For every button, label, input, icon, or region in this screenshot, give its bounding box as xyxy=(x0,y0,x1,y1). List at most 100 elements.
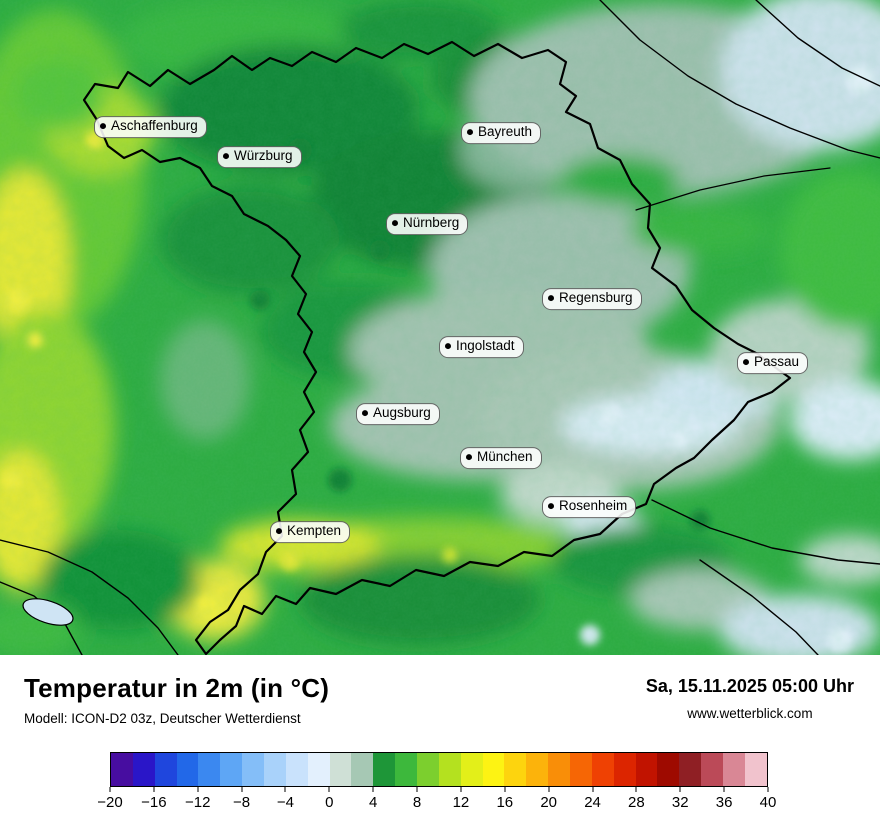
temperature-legend: −20 −16 −12 −8 −4 0 4 8 12 16 20 24 28 32 36 40 xyxy=(97,752,776,813)
city-dot xyxy=(467,129,473,136)
colorbar-cell xyxy=(220,753,243,786)
colorbar-cell xyxy=(635,753,658,786)
neighbor-border-ne-3 xyxy=(635,167,831,211)
tick-label: 32 xyxy=(671,794,689,811)
city-label: Kempten xyxy=(287,523,342,539)
city-label: Rosenheim xyxy=(559,498,628,514)
tick-mark xyxy=(767,787,769,792)
city-marker: München xyxy=(460,447,542,469)
colorbar-cell xyxy=(570,753,592,786)
colorbar-cell xyxy=(351,753,374,786)
tick-mark xyxy=(504,787,506,792)
tick-label: 16 xyxy=(496,794,514,811)
colorbar-cell xyxy=(111,753,133,786)
colorbar-cell xyxy=(395,753,418,786)
weather-map: Aschaffenburg Würzburg Bayreuth Nürnberg Reg… xyxy=(0,0,880,655)
tick-label: −12 xyxy=(184,794,211,811)
city-label: Augsburg xyxy=(373,405,431,421)
tick-label: 12 xyxy=(452,794,470,811)
colorbar-cell xyxy=(504,753,527,786)
temperature-field xyxy=(0,0,880,655)
city-marker: Aschaffenburg xyxy=(94,116,207,138)
tick-label: 24 xyxy=(584,794,601,811)
city-marker: Ingolstadt xyxy=(439,336,524,358)
tick-label: 0 xyxy=(325,794,334,811)
colorbar-cell xyxy=(264,753,286,786)
neighbor-border-sw-1 xyxy=(0,539,179,655)
colorbar-cell xyxy=(373,753,396,786)
tick-label: 36 xyxy=(715,794,733,811)
tick-label: 8 xyxy=(412,794,422,811)
tick-label: 28 xyxy=(628,794,645,811)
tick-mark xyxy=(416,787,418,792)
city-dot xyxy=(276,528,282,535)
footer-row: Temperatur in 2m (in °C) Modell: ICON-D2… xyxy=(0,655,880,726)
city-layer: Aschaffenburg Würzburg Bayreuth Nürnberg Reg… xyxy=(94,116,809,543)
city-label: Würzburg xyxy=(234,148,293,164)
forecast-datetime: Sa, 15.11.2025 05:00 Uhr xyxy=(645,676,854,696)
city-dot xyxy=(223,153,229,160)
city-label: Passau xyxy=(754,354,800,370)
city-label: Aschaffenburg xyxy=(111,118,198,134)
website-url: www.wetterblick.com xyxy=(687,706,813,721)
colorbar-cell xyxy=(482,753,505,786)
tick-label: 4 xyxy=(369,794,378,811)
tick-label: −4 xyxy=(276,794,295,811)
colorbar-cell xyxy=(701,753,724,786)
border-lines xyxy=(0,0,880,655)
colorbar-cell xyxy=(679,753,702,786)
tick-mark xyxy=(548,787,550,792)
colorbar xyxy=(110,752,768,787)
city-marker: Kempten xyxy=(270,521,351,543)
colorbar-cell xyxy=(526,753,549,786)
tick-mark xyxy=(679,787,681,792)
city-marker: Regensburg xyxy=(542,288,642,310)
colorbar-cell xyxy=(591,753,614,786)
tick-label: 40 xyxy=(759,794,777,811)
city-marker: Passau xyxy=(737,352,809,374)
colorbar-ticks: −20 −16 −12 −8 −4 0 4 8 12 16 20 24 28 32 36 40 xyxy=(97,787,776,813)
city-marker: Würzburg xyxy=(217,146,302,168)
footer: Temperatur in 2m (in °C) Modell: ICON-D2… xyxy=(0,655,880,830)
tick-mark xyxy=(153,787,155,792)
city-label: Regensburg xyxy=(559,290,633,306)
map-title: Temperatur in 2m (in °C) xyxy=(24,673,330,703)
tick-label: −8 xyxy=(233,794,251,811)
colorbar-cell xyxy=(417,753,439,786)
colorbar-cell xyxy=(438,753,461,786)
tick-mark xyxy=(372,787,374,792)
city-dot xyxy=(466,454,472,461)
footer-right: Sa, 15.11.2025 05:00 Uhr www.wetterblick… xyxy=(646,673,854,721)
neighbor-border-ne-2 xyxy=(755,0,880,87)
bavaria-border xyxy=(82,40,792,655)
temperature-map-svg xyxy=(0,0,880,655)
city-dot xyxy=(548,503,554,510)
colorbar-cell xyxy=(242,753,265,786)
tick-mark xyxy=(197,787,199,792)
city-dot xyxy=(743,359,749,366)
colorbar-cell xyxy=(132,753,155,786)
colorbar-cell xyxy=(285,753,308,786)
tick-mark xyxy=(592,787,594,792)
colorbar-cell xyxy=(307,753,330,786)
tick-mark xyxy=(284,787,286,792)
model-info: Modell: ICON-D2 03z, Deutscher Wetterdie… xyxy=(24,711,301,726)
city-label: Ingolstadt xyxy=(456,338,515,354)
city-label: Nürnberg xyxy=(403,215,460,231)
tick-label: −16 xyxy=(141,794,167,811)
colorbar-cell xyxy=(548,753,571,786)
colorbar-cell xyxy=(154,753,177,786)
neighbor-border-ne-1 xyxy=(599,0,880,159)
footer-left: Temperatur in 2m (in °C) Modell: ICON-D2… xyxy=(24,673,329,726)
city-label: München xyxy=(477,449,533,465)
tick-label: 20 xyxy=(540,794,557,811)
colorbar-cell xyxy=(176,753,199,786)
city-label: Bayreuth xyxy=(478,124,533,140)
colorbar-cell xyxy=(657,753,680,786)
neighbor-border-se-1 xyxy=(651,499,880,565)
colorbar-cell xyxy=(744,753,767,786)
city-marker: Augsburg xyxy=(356,403,440,425)
lake-constance xyxy=(22,598,74,626)
tick-mark xyxy=(241,787,243,792)
colorbar-cell xyxy=(723,753,745,786)
